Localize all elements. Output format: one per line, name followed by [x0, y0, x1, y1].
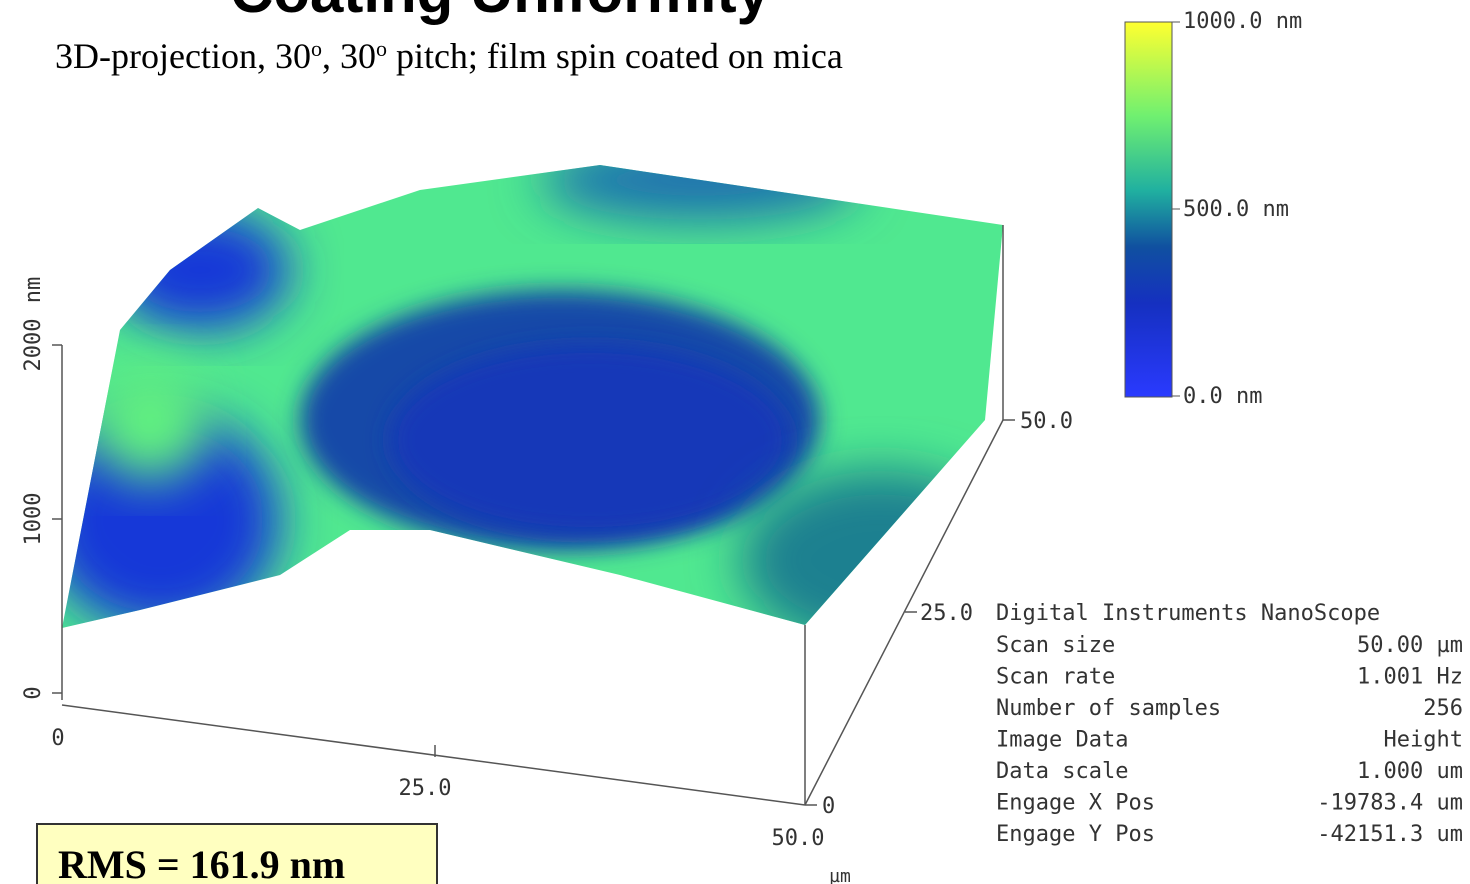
- x-tick: 25.0: [399, 776, 452, 801]
- info-value: Height: [1384, 728, 1463, 753]
- info-label: Image Data: [996, 728, 1128, 753]
- colorbar-labels: 1000.0 nm 500.0 nm 0.0 nm: [1172, 9, 1302, 409]
- rms: RMS = 161.9 nm: [58, 842, 345, 884]
- y-tick: 0: [822, 794, 835, 819]
- page: Coating Uniformity 3D-projection, 30o, 3…: [0, 0, 1470, 884]
- info-value: 1.001 Hz: [1357, 665, 1463, 690]
- z-tick: 2000: [21, 319, 46, 372]
- info-value: 50.00 µm: [1357, 633, 1463, 658]
- info-header: Digital Instruments NanoScope: [996, 601, 1380, 626]
- y-tick: 50.0: [1020, 409, 1073, 434]
- info-label: Data scale: [996, 759, 1128, 784]
- info-value: 1.000 um: [1357, 759, 1463, 784]
- colorbar: [1125, 22, 1172, 397]
- colorbar-label: 500.0 nm: [1183, 197, 1289, 222]
- info-value: -42151.3 um: [1317, 822, 1463, 847]
- slide: Coating Uniformity 3D-projection, 30o, 3…: [0, 0, 1470, 884]
- x-tick: 0: [51, 726, 64, 751]
- info-label: Number of samples: [996, 696, 1221, 721]
- info-label: Engage X Pos: [996, 791, 1155, 816]
- colorbar-label: 0.0 nm: [1183, 384, 1262, 409]
- title: Coating Uniformity: [230, 0, 771, 25]
- z-unit: nm: [21, 277, 46, 304]
- x-tick: 50.0: [772, 826, 825, 851]
- colorbar-label: 1000.0 nm: [1183, 9, 1302, 34]
- info-label: Engage Y Pos: [996, 822, 1155, 847]
- info-panel: Digital Instruments NanoScope Scan size 5…: [996, 601, 1463, 847]
- z-tick: 1000: [21, 493, 46, 546]
- info-label: Scan rate: [996, 665, 1115, 690]
- x-unit: µm: [829, 866, 851, 884]
- z-tick: 0: [21, 686, 46, 699]
- info-value: 256: [1423, 696, 1463, 721]
- info-value: -19783.4 um: [1317, 791, 1463, 816]
- y-tick: 25.0: [920, 601, 973, 626]
- info-label: Scan size: [996, 633, 1115, 658]
- subtitle: 3D-projection, 30o, 30o pitch; film spin…: [55, 36, 843, 77]
